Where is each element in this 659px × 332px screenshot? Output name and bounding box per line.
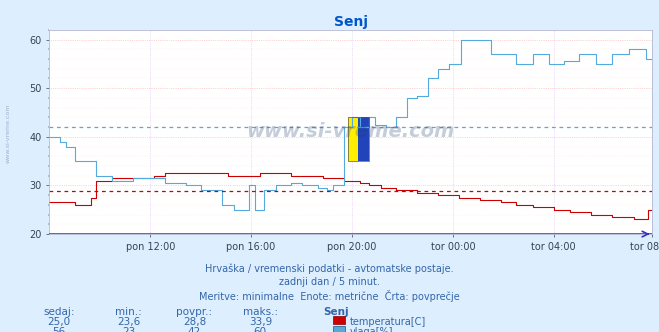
Text: vlaga[%]: vlaga[%] xyxy=(350,327,393,332)
Text: www.si-vreme.com: www.si-vreme.com xyxy=(246,123,455,141)
Text: temperatura[C]: temperatura[C] xyxy=(350,317,426,327)
Text: www.si-vreme.com: www.si-vreme.com xyxy=(6,103,11,163)
Text: 33,9: 33,9 xyxy=(248,317,272,327)
Text: 42: 42 xyxy=(188,327,201,332)
Bar xyxy=(348,118,369,161)
Text: 25,0: 25,0 xyxy=(47,317,71,327)
Text: povpr.:: povpr.: xyxy=(177,307,212,317)
Text: maks.:: maks.: xyxy=(243,307,278,317)
Text: 23,6: 23,6 xyxy=(117,317,140,327)
Text: zadnji dan / 5 minut.: zadnji dan / 5 minut. xyxy=(279,277,380,287)
Bar xyxy=(358,118,369,161)
Text: min.:: min.: xyxy=(115,307,142,317)
Text: Senj: Senj xyxy=(324,307,349,317)
Text: Meritve: minimalne  Enote: metrične  Črta: povprečje: Meritve: minimalne Enote: metrične Črta:… xyxy=(199,290,460,302)
Text: 56: 56 xyxy=(53,327,66,332)
Text: Hrvaška / vremenski podatki - avtomatske postaje.: Hrvaška / vremenski podatki - avtomatske… xyxy=(205,264,454,275)
Text: 23: 23 xyxy=(122,327,135,332)
Text: 60: 60 xyxy=(254,327,267,332)
Text: 28,8: 28,8 xyxy=(183,317,206,327)
Text: sedaj:: sedaj: xyxy=(43,307,75,317)
Bar xyxy=(348,118,358,161)
Title: Senj: Senj xyxy=(334,15,368,29)
